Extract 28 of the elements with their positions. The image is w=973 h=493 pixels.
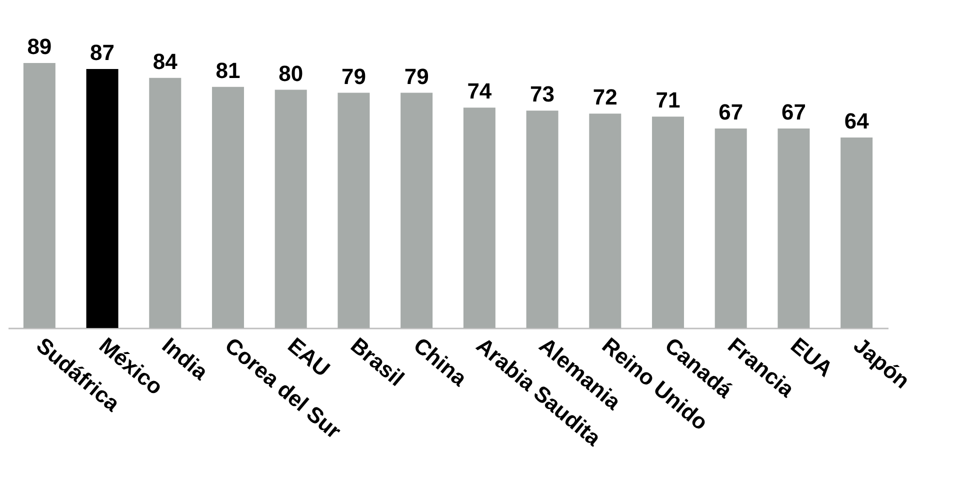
- bar: [86, 68, 118, 328]
- data-label: 72: [592, 84, 618, 110]
- bar: [338, 92, 370, 328]
- data-label: 79: [341, 64, 366, 89]
- data-label: 67: [718, 100, 744, 125]
- bar: [840, 137, 873, 328]
- data-label: 73: [530, 82, 555, 107]
- data-label: 71: [656, 88, 680, 113]
- data-label: 79: [404, 64, 429, 89]
- bar: [652, 116, 684, 328]
- data-label: 81: [216, 58, 240, 83]
- data-label: 87: [90, 40, 115, 65]
- bar: [463, 108, 496, 328]
- bar: [714, 128, 747, 328]
- data-label: 67: [781, 100, 806, 125]
- bar: [778, 128, 810, 328]
- bar: [274, 90, 307, 328]
- data-label: 89: [27, 34, 52, 59]
- bar: [23, 63, 56, 328]
- bar: [589, 114, 622, 328]
- data-label: 74: [467, 78, 492, 104]
- bar: [526, 110, 558, 328]
- data-label: 84: [152, 48, 178, 74]
- bar: [400, 92, 433, 328]
- data-label: 80: [278, 60, 304, 86]
- bar: [149, 78, 182, 328]
- data-label: 64: [844, 108, 870, 134]
- bar: [212, 86, 244, 328]
